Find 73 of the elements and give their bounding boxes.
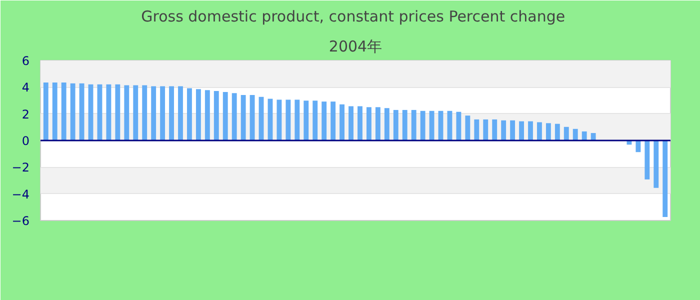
bar bbox=[196, 89, 201, 140]
bar bbox=[286, 100, 291, 140]
chart-subtitle: 2004年 bbox=[328, 38, 382, 56]
bar bbox=[340, 104, 345, 140]
bar bbox=[582, 131, 587, 140]
bar bbox=[258, 96, 264, 140]
bar bbox=[52, 82, 58, 140]
bar bbox=[151, 86, 156, 140]
bar bbox=[79, 83, 84, 140]
bar bbox=[519, 121, 524, 140]
bar bbox=[240, 95, 246, 140]
bar bbox=[590, 133, 596, 140]
bar bbox=[276, 100, 282, 140]
bar bbox=[483, 119, 488, 140]
bar bbox=[636, 140, 641, 152]
y-tick-label: −2 bbox=[12, 160, 30, 175]
bar bbox=[250, 95, 255, 140]
y-tick-label: 2 bbox=[22, 107, 30, 122]
bar bbox=[537, 122, 542, 140]
bar bbox=[654, 140, 659, 188]
y-tick-label: 6 bbox=[22, 54, 30, 68]
y-tick-label: −6 bbox=[12, 214, 30, 228]
bar bbox=[204, 90, 210, 140]
bar bbox=[366, 107, 372, 140]
bar bbox=[294, 100, 300, 140]
bar bbox=[178, 86, 183, 140]
bar bbox=[554, 124, 560, 140]
bar bbox=[572, 128, 578, 140]
bar bbox=[644, 140, 650, 180]
bar bbox=[61, 82, 66, 140]
bar bbox=[268, 98, 273, 140]
bar bbox=[106, 84, 112, 140]
bar bbox=[222, 92, 228, 140]
bar bbox=[348, 106, 354, 140]
bar bbox=[142, 85, 148, 140]
chart-title: Gross domestic product, constant prices Percent change bbox=[141, 8, 566, 26]
bar bbox=[133, 85, 138, 140]
bar bbox=[510, 120, 516, 140]
bar bbox=[312, 100, 318, 140]
bar bbox=[662, 140, 668, 218]
bar bbox=[375, 107, 380, 140]
bar bbox=[330, 102, 336, 140]
bar bbox=[214, 91, 219, 140]
bar bbox=[492, 119, 498, 140]
y-tick-label: 0 bbox=[22, 134, 30, 148]
bar bbox=[546, 123, 551, 140]
bar bbox=[384, 108, 390, 140]
bar bbox=[411, 110, 416, 140]
bar bbox=[564, 126, 569, 140]
bar bbox=[115, 84, 120, 140]
bar bbox=[232, 93, 237, 140]
bar bbox=[465, 116, 470, 140]
bar bbox=[124, 85, 130, 140]
bar bbox=[169, 86, 174, 140]
bar bbox=[528, 121, 533, 140]
bar bbox=[420, 110, 426, 140]
bar bbox=[474, 119, 480, 140]
bar bbox=[402, 110, 408, 140]
y-tick-label: −4 bbox=[12, 187, 30, 202]
bar bbox=[97, 84, 102, 140]
bar bbox=[393, 110, 398, 140]
bar bbox=[70, 83, 76, 140]
bar bbox=[43, 82, 48, 140]
bar bbox=[456, 112, 462, 140]
bar bbox=[160, 86, 166, 140]
bar bbox=[187, 88, 192, 140]
bar bbox=[358, 106, 362, 140]
bar bbox=[88, 84, 94, 140]
bar bbox=[429, 110, 434, 140]
bar bbox=[501, 120, 506, 140]
bar bbox=[322, 102, 327, 140]
bar bbox=[304, 100, 309, 140]
y-tick-label: 4 bbox=[22, 80, 30, 95]
